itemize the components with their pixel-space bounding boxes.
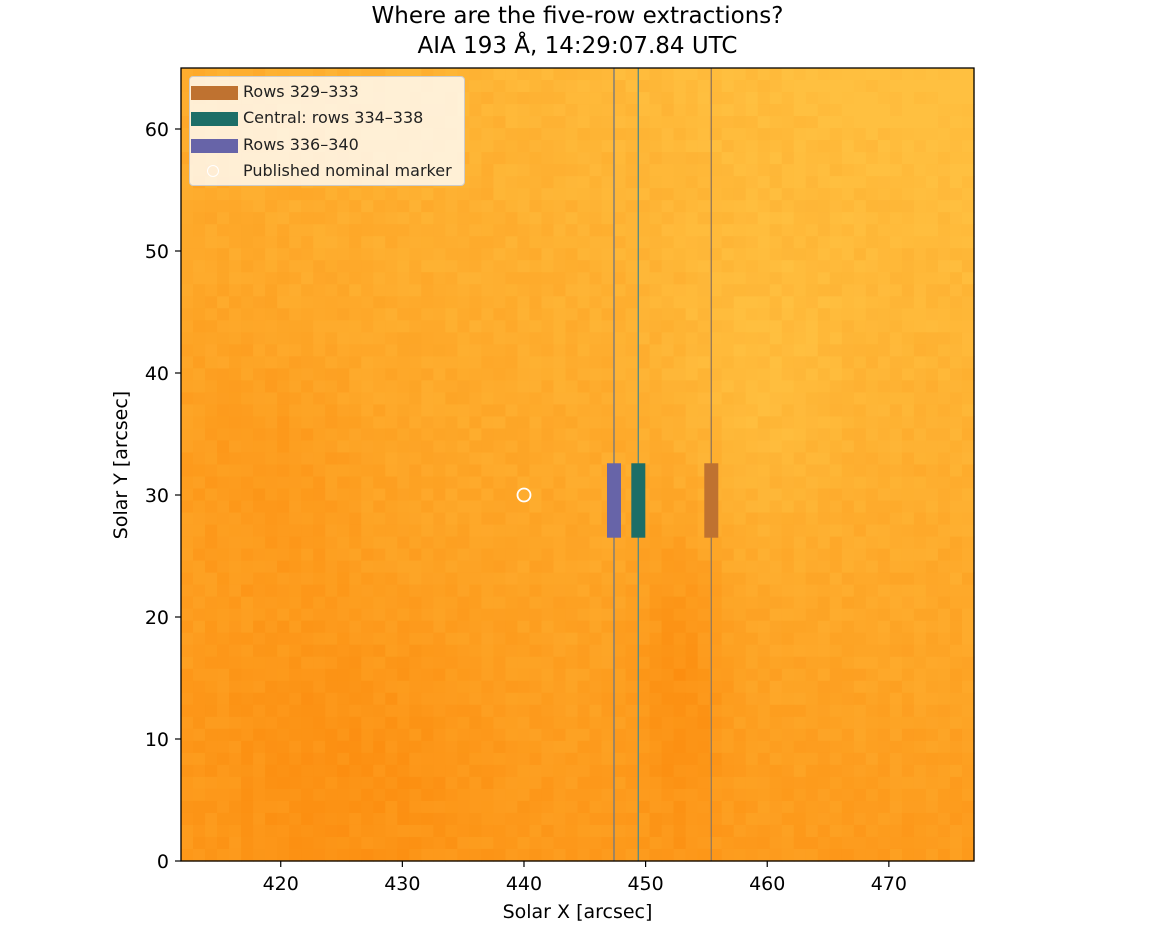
extraction-rectangles [606, 463, 719, 538]
legend-item-nominal-marker: Published nominal marker [190, 158, 466, 182]
legend-marker-icon [207, 165, 219, 177]
x-tick-label: 430 [384, 873, 420, 895]
y-tick-label: 0 [157, 851, 169, 873]
x-tick-label: 440 [506, 873, 542, 895]
chart-subtitle: AIA 193 Å, 14:29:07.84 UTC [417, 33, 738, 59]
nominal-marker [516, 487, 532, 503]
plot-frame [180, 67, 975, 862]
y-tick-label: 20 [145, 607, 169, 629]
markers [516, 487, 532, 503]
legend-label: Published nominal marker [243, 161, 452, 180]
y-tick-label: 30 [145, 485, 169, 507]
y-ticks: 0 10 20 30 40 50 60 [145, 119, 181, 873]
extraction-bar [631, 463, 646, 538]
legend-label: Rows 336–340 [243, 135, 359, 154]
legend-item-rows-329-333: Rows 329–333 [190, 79, 466, 103]
x-tick-label: 460 [749, 873, 785, 895]
legend-label: Central: rows 334–338 [243, 108, 424, 127]
x-axis-label: Solar X [arcsec] [502, 901, 653, 923]
chart-title: Where are the five-row extractions? [371, 3, 784, 29]
legend-item-central-rows: Central: rows 334–338 [190, 105, 466, 129]
y-tick-label: 40 [145, 363, 169, 385]
x-tick-label: 420 [263, 873, 299, 895]
legend-swatch [191, 86, 238, 100]
y-tick-label: 60 [145, 119, 169, 141]
legend-label: Rows 329–333 [243, 82, 359, 101]
x-ticks: 420 430 440 450 460 470 [263, 861, 907, 895]
legend-swatch [191, 112, 238, 126]
x-tick-label: 470 [871, 873, 907, 895]
legend: Rows 329–333 Central: rows 334–338 Rows … [189, 76, 465, 186]
y-tick-label: 10 [145, 729, 169, 751]
y-tick-label: 50 [145, 241, 169, 263]
extraction-bar [704, 463, 719, 538]
y-axis-label: Solar Y [arcsec] [110, 390, 132, 540]
x-tick-label: 450 [627, 873, 663, 895]
heatmap-image [181, 68, 975, 862]
legend-item-rows-336-340: Rows 336–340 [190, 132, 466, 156]
extraction-bar [606, 463, 621, 538]
legend-swatch [191, 139, 238, 153]
